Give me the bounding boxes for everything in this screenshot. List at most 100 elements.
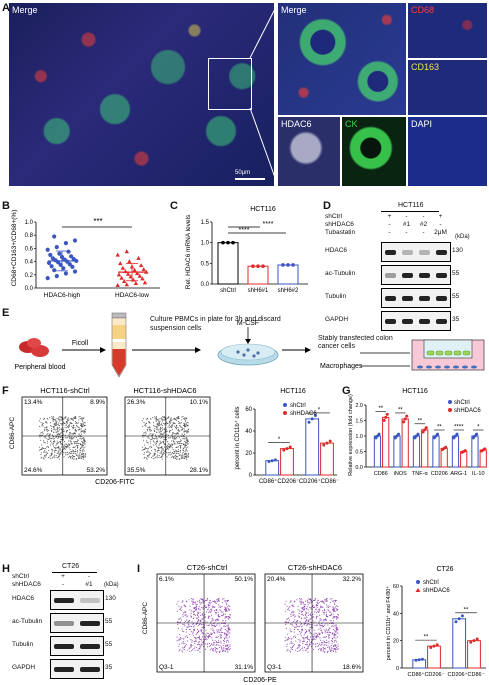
g-sig: ** [398, 407, 403, 413]
i-plot2-event [332, 617, 334, 619]
i-plot2-event [334, 645, 336, 647]
f-plot1-event [65, 421, 67, 423]
f-plot2-event [168, 443, 170, 445]
f-plot1-event [55, 424, 57, 427]
f-plot2-event [149, 422, 151, 424]
i-plot2-event [320, 627, 322, 629]
i-plot1-event [192, 635, 194, 637]
i-plot2-event [314, 611, 316, 613]
f-plot2-event [177, 440, 179, 443]
g-sig: **** [454, 425, 464, 431]
i-plot2-event [289, 642, 291, 644]
b-point-high [45, 276, 50, 281]
i-plot2-event [288, 617, 290, 619]
i-plot2-event [293, 636, 295, 638]
i-plot2-event [323, 610, 325, 612]
f-plot2-event [185, 417, 187, 420]
i-plot2-event [300, 629, 302, 631]
i-plot2-event [299, 645, 301, 647]
f-plot1-event [75, 437, 78, 439]
i-bar-sig: ** [464, 607, 469, 613]
f-plot1-event [78, 457, 80, 459]
i-plot2-event [333, 635, 335, 637]
f-plot2-event [167, 434, 169, 436]
i-plot1-event [208, 645, 210, 647]
f-plot2-event [172, 439, 174, 441]
f-plot1-event [83, 441, 85, 443]
f-plot2-event [182, 450, 185, 452]
f-plot1-event [50, 425, 52, 427]
i-plot2-event [287, 638, 289, 640]
i-plot2-event [323, 644, 325, 646]
b-ytick-label: 0.0 [25, 286, 34, 292]
f-plot2-event [176, 433, 178, 435]
f-plot2-event [171, 419, 173, 421]
f-plot2-event [154, 418, 156, 420]
i-plot2-event [310, 642, 312, 644]
i-plot1-event [229, 649, 231, 651]
i-plot2-event [309, 629, 311, 631]
i-plot2-event [307, 598, 309, 600]
i-plot1-event [211, 623, 213, 625]
blot-lane-mark: + [61, 573, 65, 580]
f-plot1-event [46, 453, 48, 455]
i-plot2-event [333, 608, 335, 610]
b-point-high [57, 251, 62, 256]
i-plot1-event [217, 598, 219, 600]
i-plot2-event [315, 637, 317, 639]
f-plot1-event [58, 452, 60, 454]
i-plot2-event [334, 631, 336, 633]
i-plot1-event [214, 650, 216, 652]
f-plot2-event [146, 441, 148, 443]
i-plot1-event [218, 651, 221, 653]
i-plot1-event [207, 637, 209, 639]
dapi-label: DAPI [411, 119, 433, 129]
i-plot1-event [226, 634, 228, 636]
i-plot2-event [321, 619, 323, 621]
i-plot1-event [218, 641, 220, 644]
i-plot1-event [228, 627, 230, 629]
f-plot2-event [170, 444, 172, 446]
f-plot1-event [74, 433, 76, 435]
f-plot1-event [67, 446, 69, 448]
i-plot2-event [329, 611, 331, 613]
i-plot1-event [178, 643, 180, 645]
f-plot2-event [184, 453, 186, 455]
i-plot2-event [329, 648, 331, 651]
i-plot2-event [321, 641, 323, 644]
f-plot1-event [61, 444, 63, 446]
f-plot2-event [174, 454, 177, 456]
f-plot1-event [58, 458, 60, 460]
f-plot1-event [49, 433, 51, 435]
i-plot2-event [304, 637, 306, 639]
c-ytick-label: 0.0 [201, 282, 210, 288]
f-plot1-event [82, 439, 85, 441]
f-plot1-event [52, 445, 55, 447]
i-plot2-event [284, 603, 286, 605]
i-plot2-event [336, 609, 338, 611]
f-plot1-event [76, 424, 78, 427]
h-kda-unit: (kDa) [104, 582, 119, 588]
i-plot1-event [193, 606, 195, 609]
i-plot1-event [222, 640, 225, 642]
f-plot1-event [83, 423, 85, 425]
f-plot1-event [51, 427, 53, 430]
f-plot2-event [174, 418, 177, 420]
f-plot2-event [185, 442, 187, 444]
i-plot1-event [188, 621, 190, 623]
i-plot1-event [215, 612, 217, 614]
f-plot1-event [73, 450, 75, 452]
i-plot2-event [321, 632, 324, 634]
f-plot1-event [69, 455, 71, 457]
f-plot1-event [69, 422, 71, 424]
b-point-high [71, 256, 76, 262]
i-plot2-event [334, 615, 336, 618]
i-plot1-event [214, 611, 216, 613]
f-plot1-event [45, 429, 48, 431]
f-plot2-event [161, 436, 163, 438]
i-bar-point [429, 645, 433, 649]
f-plot2-event [155, 416, 157, 419]
f-plot2-event [166, 441, 169, 443]
i-plot2-event [304, 644, 306, 646]
c-point [281, 263, 285, 267]
